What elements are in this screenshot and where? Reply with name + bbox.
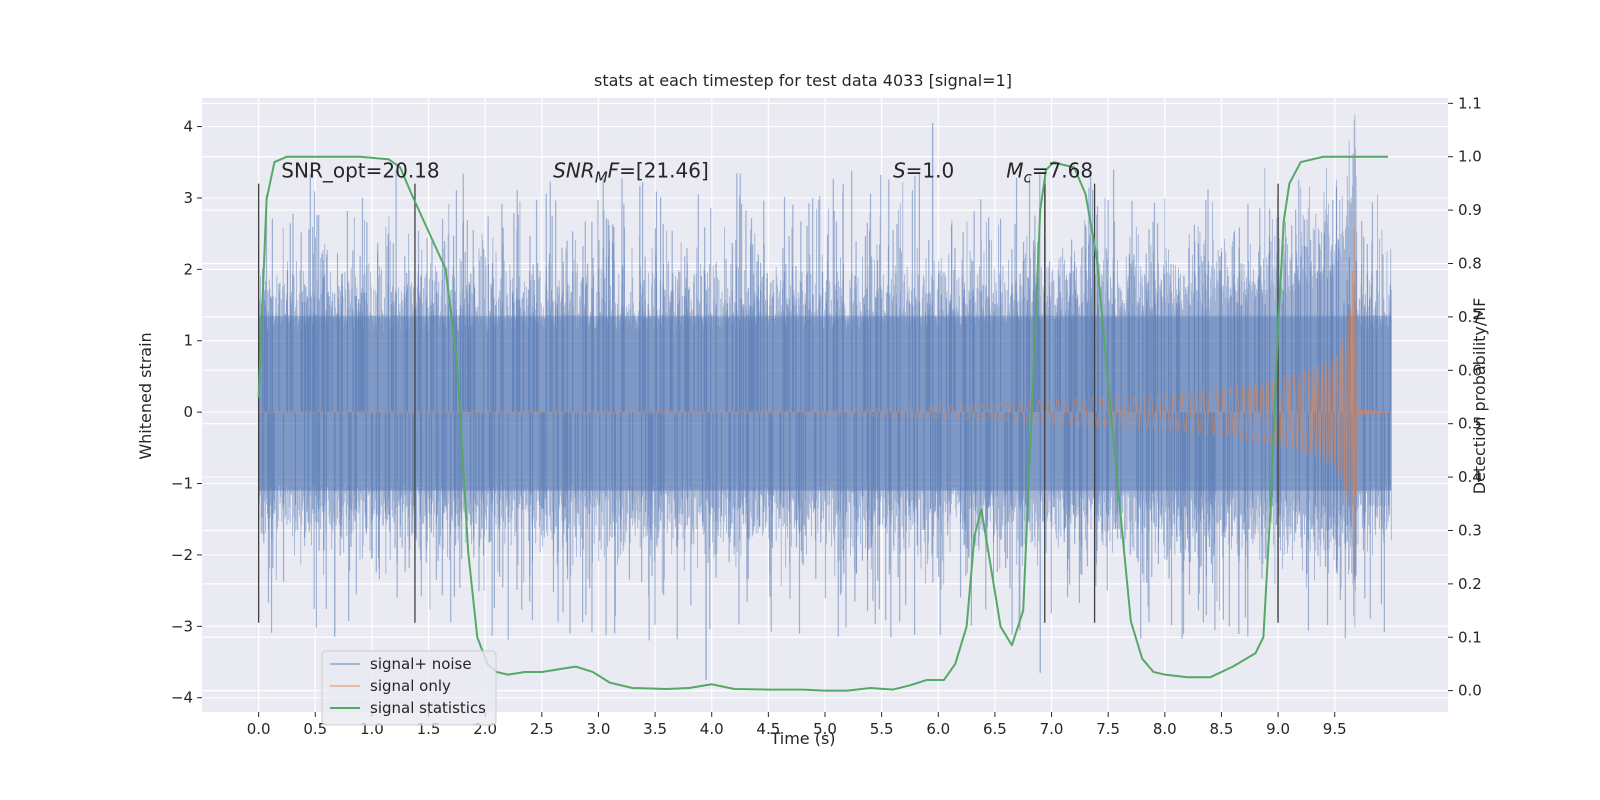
y-tick-label: 0	[183, 403, 193, 421]
x-tick-label: 8.5	[1210, 720, 1234, 738]
y-right-tick-label: 0.6	[1458, 361, 1482, 379]
legend-box	[321, 650, 497, 726]
annotations: SNR_opt=20.18 SNRMF=[21.46] S=1.0 Mc=7.68	[281, 159, 1093, 187]
chart-title: stats at each timestep for test data 403…	[594, 71, 1012, 90]
y-right-tick-label: 0.5	[1458, 415, 1482, 433]
y-tick-label: −2	[171, 546, 193, 564]
legend-label-signal-only: signal only	[370, 677, 451, 695]
x-tick-label: 9.5	[1323, 720, 1347, 738]
noise-spikes	[258, 169, 1391, 641]
x-tick-label: 7.0	[1040, 720, 1064, 738]
y-axis-ticks: −4 −3 −2 −1 0 1 2 3 4	[171, 118, 202, 707]
x-tick-label: 7.5	[1096, 720, 1120, 738]
legend-label-signal-noise: signal+ noise	[370, 655, 472, 673]
x-tick-label: 2.5	[530, 720, 554, 738]
chirp-line	[258, 228, 1392, 575]
y-right-axis-ticks: 0.0 0.1 0.2 0.3 0.4 0.5 0.6 0.7 0.8 0.9 1.0 1.1	[1448, 94, 1482, 700]
series-signal-statistics	[257, 155, 1388, 692]
series-signal-only	[258, 228, 1392, 575]
y-right-tick-label: 1.0	[1458, 148, 1482, 166]
x-tick-label: 8.0	[1153, 720, 1177, 738]
y-right-tick-label: 0.7	[1458, 308, 1482, 326]
y-tick-label: −3	[171, 617, 193, 635]
y-right-tick-label: 0.2	[1458, 575, 1482, 593]
x-tick-label: 0.5	[303, 720, 327, 738]
x-axis-label: Time (s)	[769, 729, 835, 748]
y-right-tick-label: 0.9	[1458, 201, 1482, 219]
x-tick-label: 9.0	[1266, 720, 1290, 738]
legend-label-signal-statistics: signal statistics	[370, 699, 486, 717]
y-tick-label: −1	[171, 475, 193, 493]
x-tick-label: 3.0	[587, 720, 611, 738]
y-tick-label: −4	[171, 689, 193, 707]
statistics-line	[257, 155, 1388, 692]
y-tick-label: 3	[183, 189, 193, 207]
x-tick-label: 5.5	[870, 720, 894, 738]
annotation: Mc=7.68	[1006, 159, 1093, 187]
y-right-tick-label: 0.3	[1458, 521, 1482, 539]
y-tick-label: 1	[183, 332, 193, 350]
x-tick-label: 6.5	[983, 720, 1007, 738]
y-right-tick-label: 0.1	[1458, 628, 1482, 646]
chart-root: 0.0 0.5 1.0 1.5 2.0 2.5 3.0 3.5 4.0 4.5 5.0 5.5 6.0 6…	[136, 71, 1489, 748]
series-signal-noise	[258, 114, 1392, 680]
segment-markers	[257, 183, 1279, 623]
y-axis-label: Whitened strain	[136, 332, 155, 459]
y-tick-label: 2	[183, 260, 193, 278]
x-tick-label: 0.0	[247, 720, 271, 738]
x-tick-label: 3.5	[643, 720, 667, 738]
x-tick-label: 5.0	[813, 720, 837, 738]
y-right-tick-label: 0.8	[1458, 255, 1482, 273]
y-right-tick-label: 1.1	[1458, 94, 1482, 112]
legend: signal+ noise signal only signal statist…	[321, 650, 497, 726]
annotation: SNRMF=[21.46]	[553, 159, 709, 187]
y-right-axis-label: Detection probability/MF	[1470, 298, 1489, 495]
y-right-tick-label: 0.0	[1458, 682, 1482, 700]
annotation: S=1.0	[893, 159, 954, 183]
x-tick-label: 4.5	[756, 720, 780, 738]
x-tick-label: 4.0	[700, 720, 724, 738]
y-tick-label: 4	[183, 118, 193, 136]
annotation: SNR_opt=20.18	[281, 159, 439, 183]
y-right-tick-label: 0.4	[1458, 468, 1482, 486]
x-tick-label: 6.0	[926, 720, 950, 738]
